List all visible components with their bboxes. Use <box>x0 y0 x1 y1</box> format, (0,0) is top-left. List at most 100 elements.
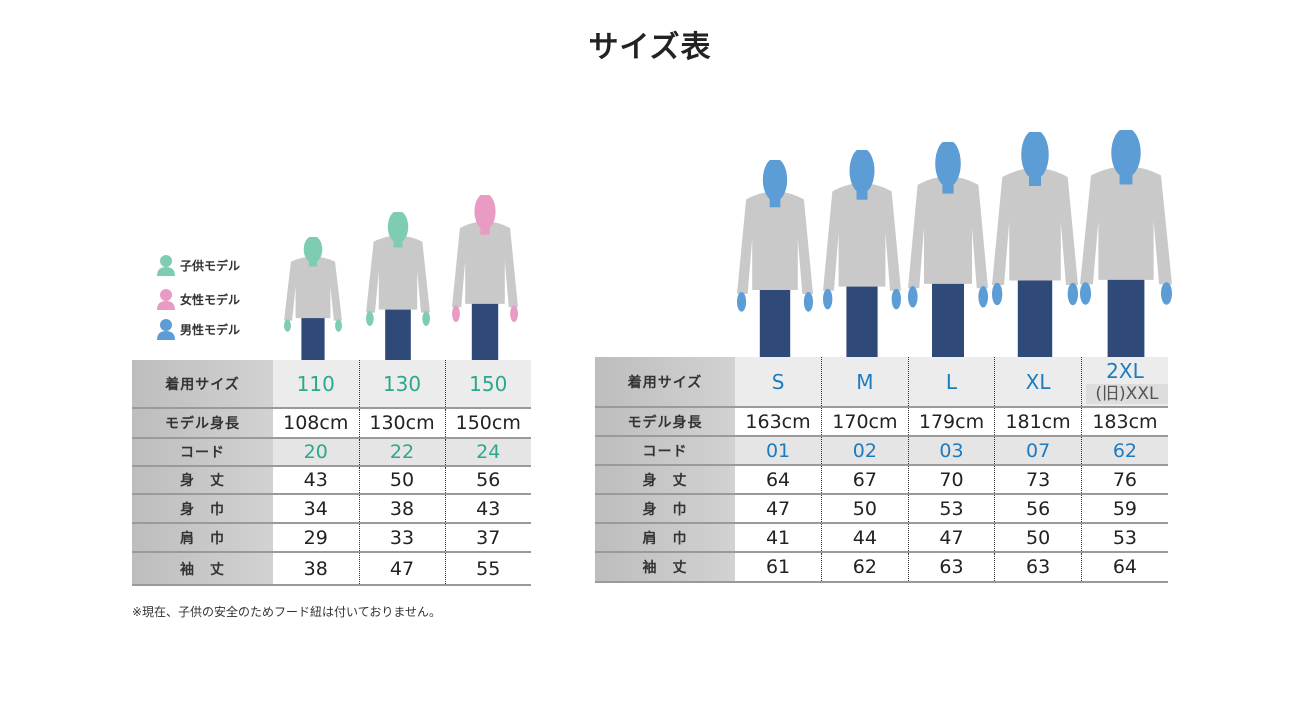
cell-size: 2XL (旧)XXL <box>1081 357 1168 408</box>
cell-body-length: 56 <box>445 466 531 495</box>
cell-shoulder: 41 <box>735 523 823 553</box>
cell-body-length: 76 <box>1081 465 1168 495</box>
cell-code: 03 <box>908 436 996 466</box>
row-label: コード <box>595 436 735 466</box>
cell-shoulder: 44 <box>821 523 909 553</box>
cell-shoulder: 37 <box>445 523 531 553</box>
row-model-height: モデル身長 108cm 130cm 150cm <box>132 408 531 439</box>
footnote: ※現在、子供の安全のためフード紐は付いておりません。 <box>132 605 441 619</box>
cell-body-width: 56 <box>994 494 1082 524</box>
person-icon <box>157 289 175 310</box>
cell-size: XL <box>994 357 1082 408</box>
cell-size: 110 <box>273 360 360 409</box>
model-photo-S <box>737 160 813 357</box>
row-label: 着用サイズ <box>595 357 735 408</box>
cell-size: S <box>735 357 823 408</box>
cell-code: 62 <box>1081 436 1168 466</box>
cell-height: 150cm <box>445 408 531 439</box>
cell-sleeve: 55 <box>445 552 531 586</box>
cell-shoulder: 33 <box>359 523 446 553</box>
cell-height: 181cm <box>994 407 1082 437</box>
legend-women: 女性モデル <box>156 288 240 310</box>
cell-body-width: 43 <box>445 494 531 524</box>
cell-height: 179cm <box>908 407 996 437</box>
cell-body-length: 64 <box>735 465 823 495</box>
row-label: 肩 巾 <box>132 523 273 553</box>
row-sleeve-length: 袖 丈 61 62 63 63 64 <box>595 552 1168 583</box>
cell-body-width: 53 <box>908 494 996 524</box>
cell-size: 150 <box>445 360 531 409</box>
legend-label: 子供モデル <box>180 258 241 273</box>
cell-sleeve: 47 <box>359 552 446 586</box>
cell-height: 130cm <box>359 408 446 439</box>
row-label: 身 丈 <box>132 466 273 495</box>
row-label: 袖 丈 <box>595 552 735 583</box>
size-old-label: (旧)XXL <box>1085 383 1168 404</box>
model-photo-110 <box>284 237 342 360</box>
row-label: コード <box>132 438 273 467</box>
cell-code: 01 <box>735 436 823 466</box>
cell-height: 170cm <box>821 407 909 437</box>
model-photo-XL <box>992 132 1078 357</box>
cell-body-width: 47 <box>735 494 823 524</box>
row-body-length: 身 丈 64 67 70 73 76 <box>595 465 1168 495</box>
model-photo-130 <box>366 212 430 360</box>
cell-sleeve: 62 <box>821 552 909 583</box>
cell-height: 163cm <box>735 407 823 437</box>
kids-size-table: 着用サイズ 110 130 150 モデル身長 108cm 130cm 150cm コード 20 2… <box>132 360 531 586</box>
cell-body-length: 70 <box>908 465 996 495</box>
row-label: 身 巾 <box>132 494 273 524</box>
row-code: コード 20 22 24 <box>132 438 531 467</box>
row-label: 身 巾 <box>595 494 735 524</box>
cell-size: 130 <box>359 360 446 409</box>
cell-body-length: 73 <box>994 465 1082 495</box>
cell-code: 20 <box>273 438 360 467</box>
cell-body-length: 67 <box>821 465 909 495</box>
row-body-width: 身 巾 34 38 43 <box>132 494 531 524</box>
row-size: 着用サイズ 110 130 150 <box>132 360 531 409</box>
cell-body-width: 34 <box>273 494 360 524</box>
row-body-width: 身 巾 47 50 53 56 59 <box>595 494 1168 524</box>
row-model-height: モデル身長 163cm 170cm 179cm 181cm 183cm <box>595 407 1168 437</box>
row-size: 着用サイズ S M L XL 2XL (旧)XXL <box>595 357 1168 408</box>
cell-code: 02 <box>821 436 909 466</box>
row-label: 肩 巾 <box>595 523 735 553</box>
model-photo-2XL <box>1080 130 1172 357</box>
cell-code: 24 <box>445 438 531 467</box>
cell-body-length: 50 <box>359 466 446 495</box>
legend-label: 女性モデル <box>180 292 241 307</box>
cell-sleeve: 38 <box>273 552 360 586</box>
row-label: 身 丈 <box>595 465 735 495</box>
row-sleeve-length: 袖 丈 38 47 55 <box>132 552 531 586</box>
page-title: サイズ表 <box>588 30 712 65</box>
row-shoulder-width: 肩 巾 29 33 37 <box>132 523 531 553</box>
size-label: 2XL <box>1106 358 1144 383</box>
row-body-length: 身 丈 43 50 56 <box>132 466 531 495</box>
row-code: コード 01 02 03 07 62 <box>595 436 1168 466</box>
row-label: 着用サイズ <box>132 360 273 409</box>
cell-body-width: 59 <box>1081 494 1168 524</box>
cell-code: 07 <box>994 436 1082 466</box>
cell-code: 22 <box>359 438 446 467</box>
cell-height: 108cm <box>273 408 360 439</box>
cell-body-width: 50 <box>821 494 909 524</box>
cell-sleeve: 63 <box>908 552 996 583</box>
cell-shoulder: 50 <box>994 523 1082 553</box>
cell-shoulder: 53 <box>1081 523 1168 553</box>
legend-label: 男性モデル <box>180 322 241 337</box>
cell-shoulder: 29 <box>273 523 360 553</box>
cell-body-length: 43 <box>273 466 360 495</box>
model-photo-L <box>908 142 988 357</box>
cell-sleeve: 64 <box>1081 552 1168 583</box>
cell-size: M <box>821 357 909 408</box>
person-icon <box>157 255 175 276</box>
model-photo-M <box>823 150 901 357</box>
cell-body-width: 38 <box>359 494 446 524</box>
cell-sleeve: 63 <box>994 552 1082 583</box>
person-icon <box>157 319 175 340</box>
cell-sleeve: 61 <box>735 552 823 583</box>
cell-shoulder: 47 <box>908 523 996 553</box>
row-shoulder-width: 肩 巾 41 44 47 50 53 <box>595 523 1168 553</box>
row-label: モデル身長 <box>595 407 735 437</box>
